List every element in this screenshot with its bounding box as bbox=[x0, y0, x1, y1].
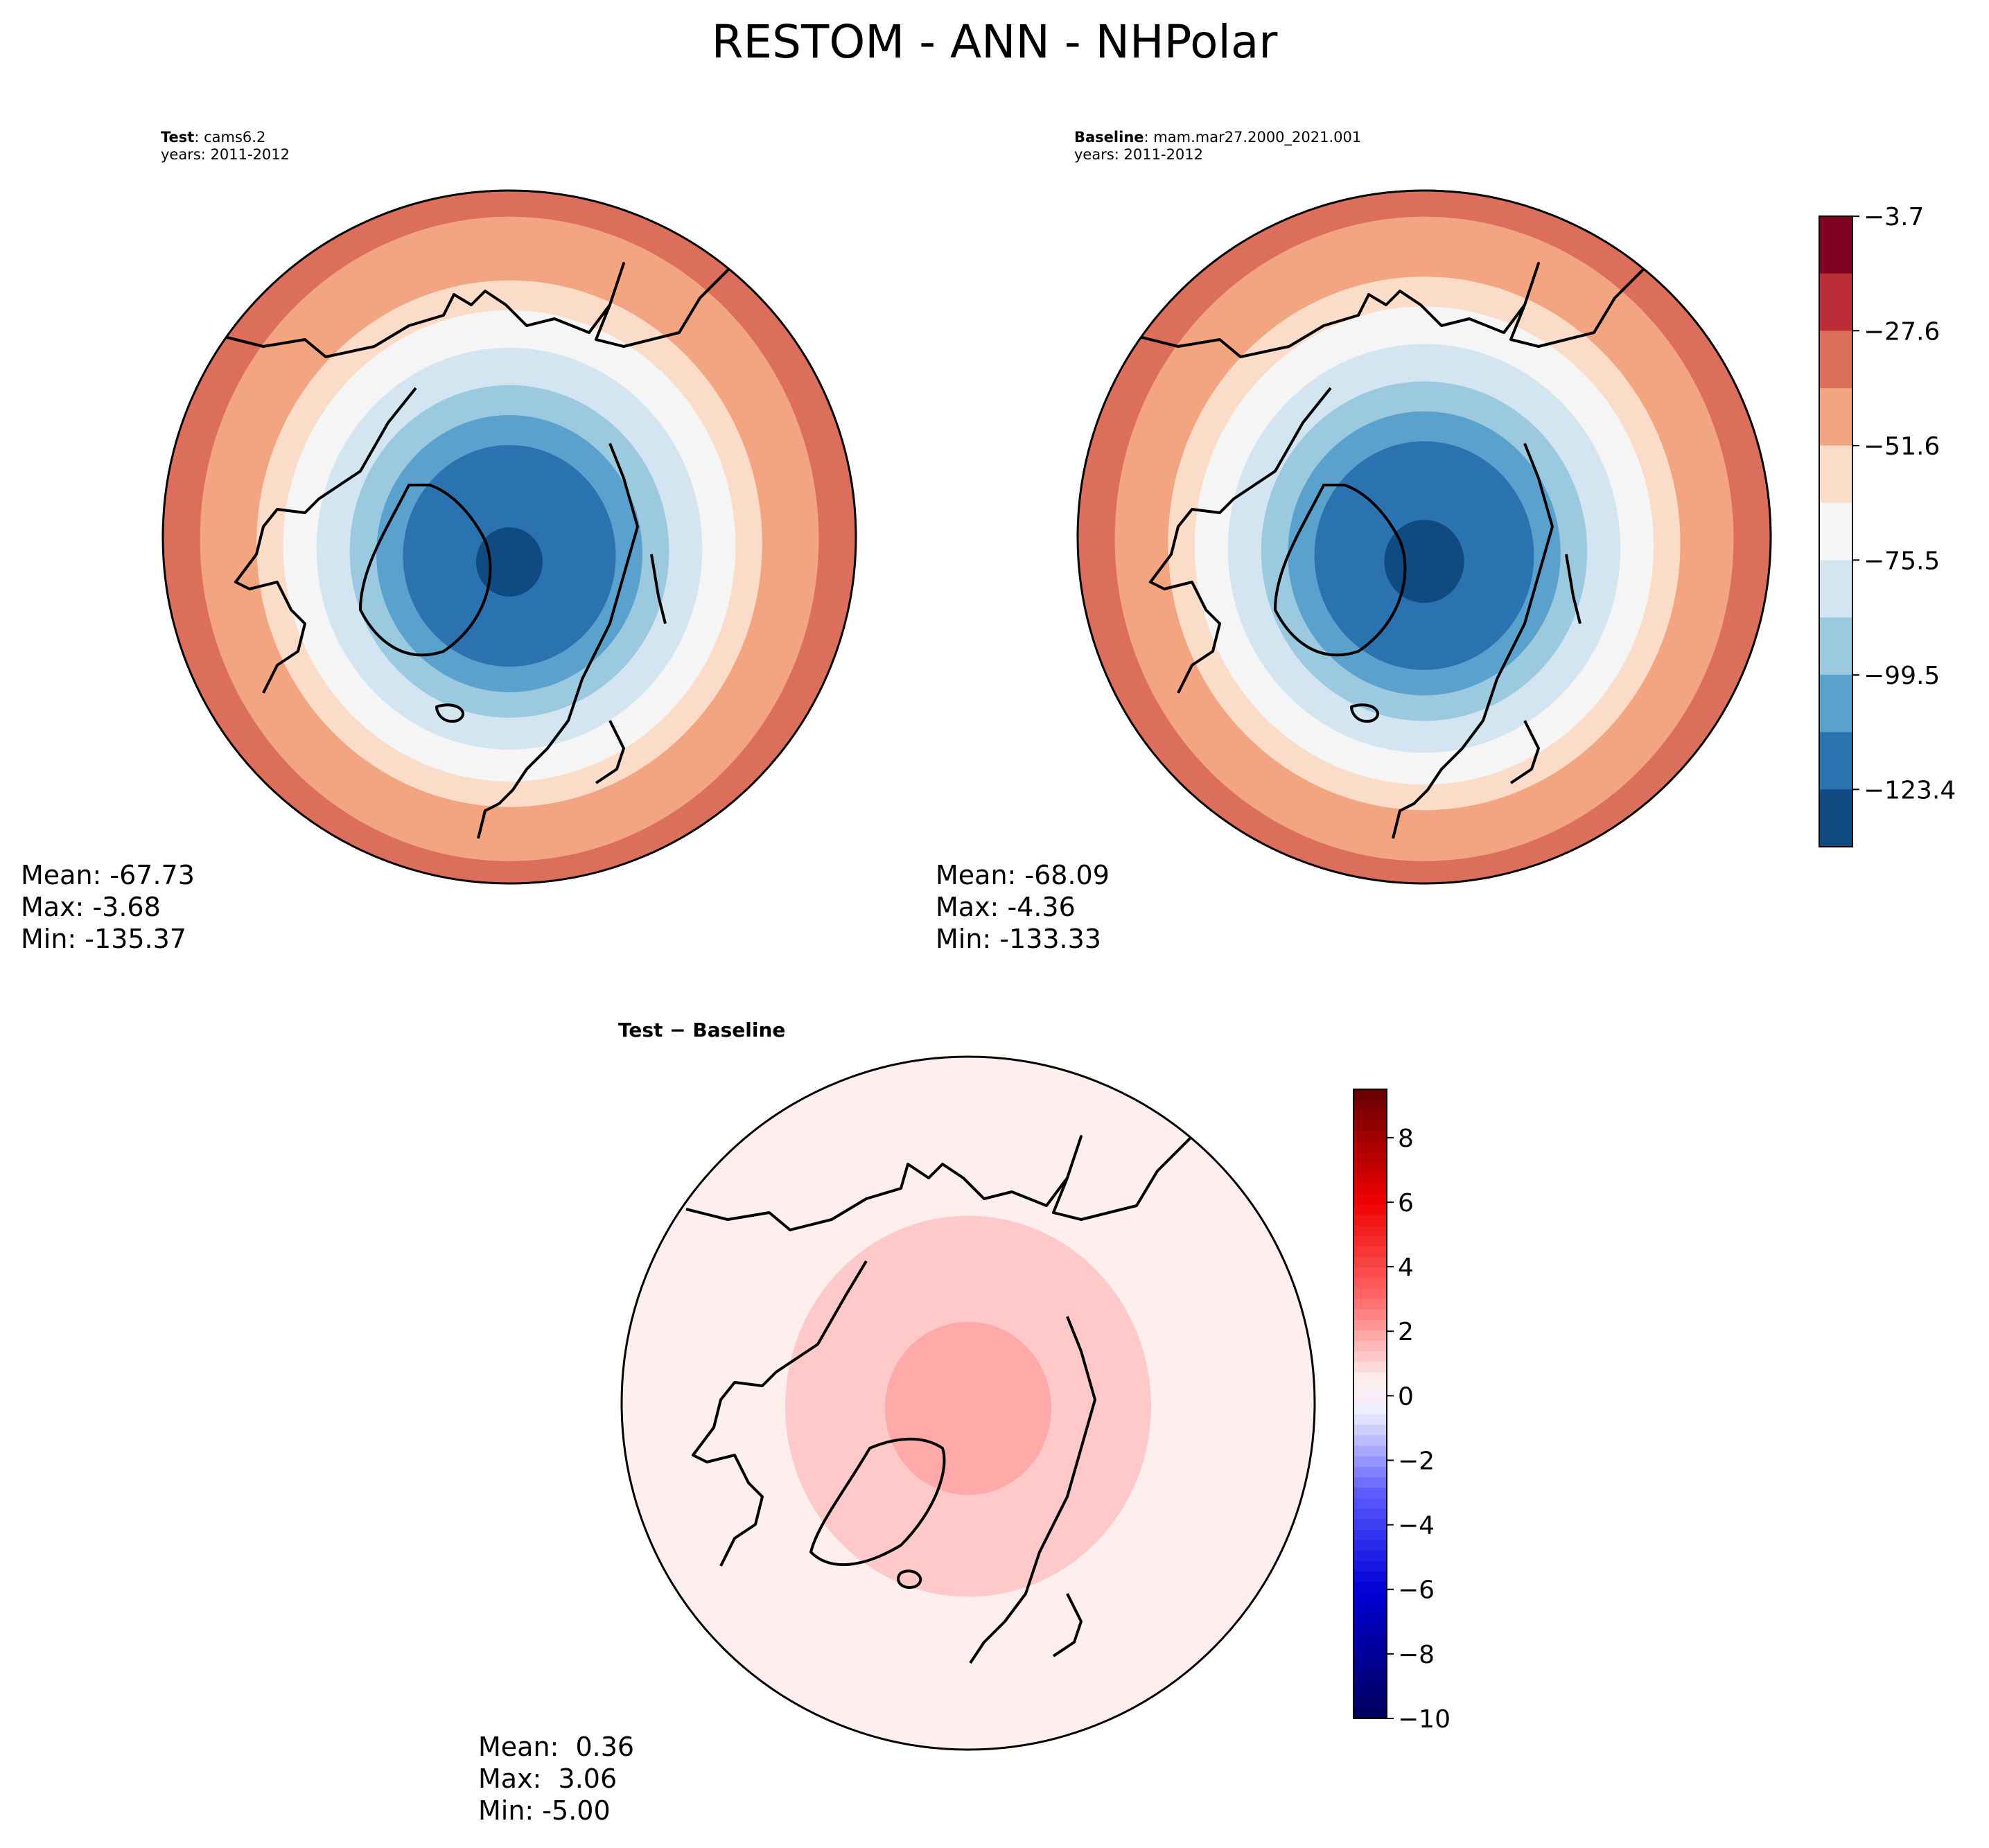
colorbar-segment bbox=[1353, 1383, 1387, 1394]
colorbar-segment bbox=[1353, 1163, 1387, 1174]
colorbar-segment bbox=[1353, 1299, 1387, 1310]
colorbar-segment bbox=[1353, 1341, 1387, 1352]
colorbar-segment bbox=[1353, 1236, 1387, 1247]
colorbar-segment bbox=[1353, 1435, 1387, 1446]
colorbar-segment bbox=[1353, 1467, 1387, 1478]
colorbar-segment bbox=[1353, 1320, 1387, 1331]
colorbar-segment bbox=[1353, 1393, 1387, 1405]
colorbar-tick-label: −2 bbox=[1398, 1447, 1435, 1475]
colorbar-segment bbox=[1819, 446, 1852, 503]
colorbar-segment bbox=[1353, 1351, 1387, 1362]
colorbar-segment bbox=[1353, 1572, 1387, 1583]
colorbar-segment bbox=[1819, 274, 1852, 331]
colorbar-tick-label: 2 bbox=[1398, 1318, 1414, 1346]
colorbar-segment bbox=[1353, 1676, 1387, 1687]
colorbar-segment bbox=[1353, 1551, 1387, 1562]
colorbar-segment bbox=[1353, 1698, 1387, 1709]
colorbar-segment bbox=[1353, 1289, 1387, 1300]
colorbar-segment bbox=[1353, 1173, 1387, 1184]
baseline-map bbox=[1078, 191, 1771, 883]
colorbar-segment bbox=[1353, 1362, 1387, 1373]
colorbar-segment bbox=[1353, 1645, 1387, 1656]
diff-map bbox=[622, 1057, 1315, 1750]
colorbar-segment bbox=[1353, 1498, 1387, 1509]
contour-band bbox=[885, 1322, 1051, 1495]
colorbar-segment bbox=[1819, 388, 1852, 446]
main-colorbar: −3.7 −27.6 −51.6 −75.5 −99.5 −123.4 bbox=[1819, 203, 1956, 847]
colorbar-segment bbox=[1353, 1310, 1387, 1321]
colorbar-tick-label: −6 bbox=[1398, 1576, 1435, 1605]
colorbar-segment bbox=[1353, 1592, 1387, 1603]
colorbar-segment bbox=[1819, 617, 1852, 675]
colorbar-segment bbox=[1353, 1204, 1387, 1215]
colorbar-segment bbox=[1353, 1278, 1387, 1289]
colorbar-segment bbox=[1353, 1488, 1387, 1499]
colorbar-segment bbox=[1353, 1708, 1387, 1719]
colorbar-segment bbox=[1353, 1624, 1387, 1635]
colorbar-segment bbox=[1353, 1152, 1387, 1163]
colorbar-tick-label: −3.7 bbox=[1864, 203, 1924, 231]
colorbar-segment bbox=[1819, 789, 1852, 847]
colorbar-segment bbox=[1819, 331, 1852, 388]
colorbar-segment bbox=[1353, 1267, 1387, 1278]
colorbar-segment bbox=[1353, 1120, 1387, 1132]
colorbar-segment bbox=[1353, 1655, 1387, 1666]
colorbar-tick-label: −123.4 bbox=[1864, 776, 1956, 804]
colorbar-segment bbox=[1353, 1257, 1387, 1268]
colorbar-segment bbox=[1353, 1477, 1387, 1488]
colorbar-tick-label: −99.5 bbox=[1864, 662, 1940, 690]
colorbar-segment bbox=[1353, 1508, 1387, 1520]
colorbar-segment bbox=[1353, 1089, 1387, 1100]
figure-canvas: −3.7 −27.6 −51.6 −75.5 −99.5 −123.4 8 6 4 2 0 −2 −4… bbox=[0, 0, 1989, 1848]
colorbar-segment bbox=[1353, 1530, 1387, 1541]
colorbar-segment bbox=[1353, 1183, 1387, 1195]
colorbar-segment bbox=[1353, 1425, 1387, 1436]
colorbar-segment bbox=[1353, 1100, 1387, 1111]
colorbar-segment bbox=[1353, 1404, 1387, 1415]
colorbar-tick-label: 4 bbox=[1398, 1253, 1414, 1282]
colorbar-segment bbox=[1353, 1687, 1387, 1698]
colorbar-tick-label: −27.6 bbox=[1864, 317, 1940, 346]
colorbar-segment bbox=[1353, 1446, 1387, 1457]
colorbar-segment bbox=[1353, 1330, 1387, 1341]
colorbar-tick-label: −10 bbox=[1398, 1705, 1451, 1734]
colorbar-segment bbox=[1819, 560, 1852, 617]
colorbar-segment bbox=[1353, 1194, 1387, 1205]
colorbar-segment bbox=[1353, 1414, 1387, 1425]
colorbar-segment bbox=[1353, 1142, 1387, 1153]
diff-colorbar: 8 6 4 2 0 −2 −4 −6 −8 −10 bbox=[1353, 1089, 1451, 1734]
colorbar-segment bbox=[1819, 732, 1852, 790]
colorbar-tick-label: 6 bbox=[1398, 1189, 1414, 1217]
colorbar-segment bbox=[1353, 1457, 1387, 1468]
test-map bbox=[163, 191, 856, 883]
colorbar-segment bbox=[1819, 503, 1852, 561]
colorbar-tick-label: −51.6 bbox=[1864, 432, 1940, 461]
colorbar-segment bbox=[1353, 1247, 1387, 1258]
colorbar-segment bbox=[1353, 1582, 1387, 1593]
colorbar-segment bbox=[1353, 1540, 1387, 1551]
colorbar-segment bbox=[1353, 1226, 1387, 1237]
colorbar-segment bbox=[1819, 675, 1852, 732]
colorbar-segment bbox=[1353, 1215, 1387, 1226]
colorbar-tick-label: 8 bbox=[1398, 1125, 1414, 1153]
colorbar-segment bbox=[1353, 1519, 1387, 1530]
colorbar-segment bbox=[1353, 1614, 1387, 1625]
colorbar-segment bbox=[1353, 1666, 1387, 1677]
colorbar-segment bbox=[1819, 216, 1852, 274]
colorbar-segment bbox=[1353, 1132, 1387, 1143]
colorbar-tick-label: −75.5 bbox=[1864, 547, 1940, 575]
colorbar-segment bbox=[1353, 1373, 1387, 1384]
colorbar-segment bbox=[1353, 1603, 1387, 1614]
colorbar-tick-label: −4 bbox=[1398, 1512, 1435, 1540]
colorbar-tick-label: 0 bbox=[1398, 1382, 1414, 1411]
colorbar-segment bbox=[1353, 1110, 1387, 1121]
colorbar-tick-label: −8 bbox=[1398, 1641, 1435, 1669]
colorbar-segment bbox=[1353, 1561, 1387, 1572]
colorbar-segment bbox=[1353, 1635, 1387, 1646]
contour-band bbox=[476, 527, 543, 597]
